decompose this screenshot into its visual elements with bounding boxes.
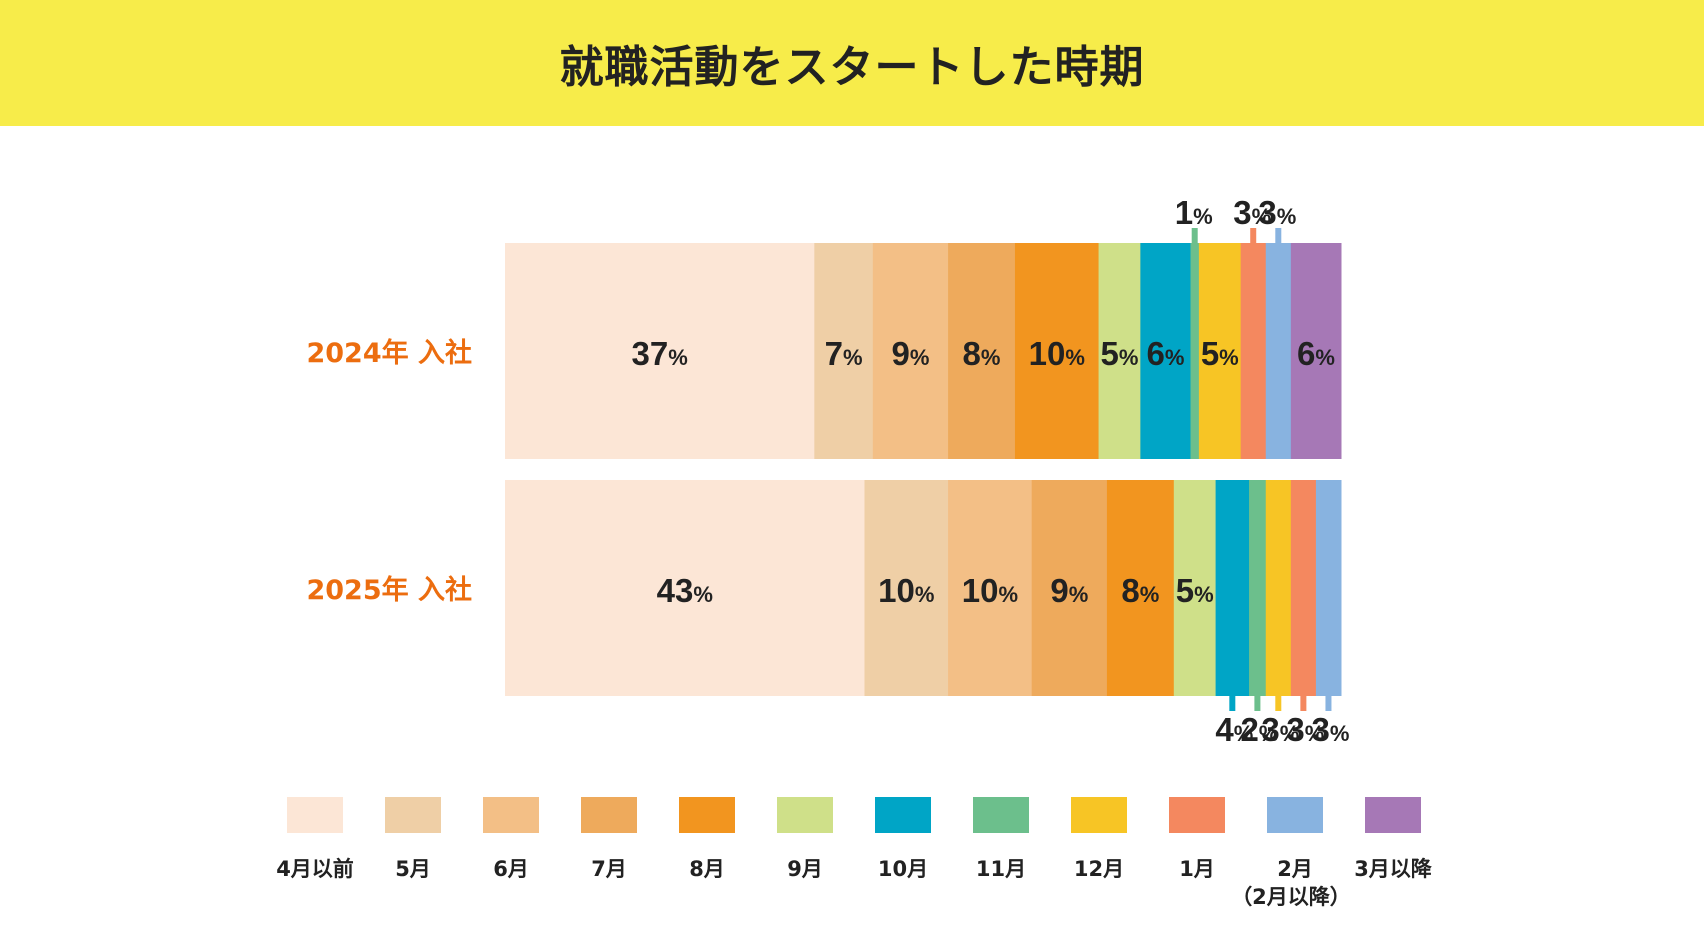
legend-swatch-9 xyxy=(1071,797,1127,833)
bar-segment-2-3 xyxy=(948,480,1033,696)
value-label-1-8: 1% xyxy=(1175,194,1213,231)
legend-label-12: 3月以降 xyxy=(1354,857,1433,881)
value-label-1-5: 10% xyxy=(1029,335,1085,372)
bar-label-2: 2025年 入社 xyxy=(306,574,472,606)
legend-swatch-1 xyxy=(287,797,343,833)
value-label-2-9: 3% xyxy=(1261,711,1299,748)
legend-label-9: 12月 xyxy=(1074,857,1124,881)
value-label-1-7: 6% xyxy=(1146,335,1184,372)
legend-label-1: 4月以前 xyxy=(276,857,354,881)
bar-segment-1-12 xyxy=(1290,243,1342,459)
bar-segment-2-4 xyxy=(1031,480,1108,696)
legend-label-3: 6月 xyxy=(493,857,529,881)
bar-segment-2-11 xyxy=(1315,480,1342,696)
value-label-2-2: 10% xyxy=(878,572,934,609)
leader-line-2-9 xyxy=(1275,695,1282,711)
bar-segment-2-1 xyxy=(505,480,865,696)
value-label-1-10: 3% xyxy=(1233,194,1271,231)
value-label-1-6: 5% xyxy=(1100,335,1138,372)
legend-label-2: 5月 xyxy=(395,857,431,881)
legend-swatch-6 xyxy=(777,797,833,833)
legend-swatch-7 xyxy=(875,797,931,833)
bar-label-1: 2024年 入社 xyxy=(306,337,472,369)
bar-segment-2-9 xyxy=(1265,480,1292,696)
value-label-1-4: 8% xyxy=(963,335,1001,372)
legend-swatch-5 xyxy=(679,797,735,833)
value-label-1-1: 37% xyxy=(632,335,688,372)
bar-segment-1-8 xyxy=(1190,243,1200,459)
bar-segment-1-3 xyxy=(872,243,949,459)
legend-swatch-12 xyxy=(1365,797,1421,833)
bar-segment-2-2 xyxy=(864,480,949,696)
leader-line-1-10 xyxy=(1250,228,1257,245)
bar-segment-1-11 xyxy=(1265,243,1292,459)
value-label-2-6: 5% xyxy=(1176,572,1214,609)
legend-label-8: 11月 xyxy=(976,857,1026,881)
value-label-2-5: 8% xyxy=(1121,572,1159,609)
legend-swatch-3 xyxy=(483,797,539,833)
title-banner: 就職活動をスタートした時期 xyxy=(0,0,1704,126)
legend-swatch-4 xyxy=(581,797,637,833)
bar-segment-2-10 xyxy=(1290,480,1317,696)
value-label-2-7: 4% xyxy=(1215,711,1253,748)
bar-segment-2-7 xyxy=(1215,480,1250,696)
bar-segment-1-4 xyxy=(948,243,1016,459)
legend-sublabel-11: （2月以降） xyxy=(1231,885,1351,909)
legend-swatch-2 xyxy=(385,797,441,833)
leader-line-1-11 xyxy=(1275,228,1282,245)
legend-swatch-11 xyxy=(1267,797,1323,833)
bar-segment-1-2 xyxy=(814,243,874,459)
chart-title: 就職活動をスタートした時期 xyxy=(559,42,1145,93)
leader-line-2-8 xyxy=(1254,695,1261,711)
value-label-1-2: 7% xyxy=(825,335,863,372)
legend-label-4: 7月 xyxy=(591,857,627,881)
leader-line-2-11 xyxy=(1325,695,1332,711)
value-label-2-8: 2% xyxy=(1240,711,1278,748)
value-label-2-1: 43% xyxy=(657,572,713,609)
value-label-1-9: 5% xyxy=(1201,335,1239,372)
legend-label-5: 8月 xyxy=(689,857,725,881)
bar-segment-1-10 xyxy=(1240,243,1267,459)
value-label-1-12: 6% xyxy=(1297,335,1335,372)
leader-line-2-10 xyxy=(1300,695,1307,711)
bar-segment-2-6 xyxy=(1173,480,1217,696)
bar-segment-1-7 xyxy=(1140,243,1192,459)
value-label-2-11: 3% xyxy=(1311,711,1349,748)
legend-label-10: 1月 xyxy=(1179,857,1215,881)
value-label-2-4: 9% xyxy=(1050,572,1088,609)
legend-swatch-10 xyxy=(1169,797,1225,833)
leader-line-1-8 xyxy=(1191,228,1198,245)
bar-segment-1-9 xyxy=(1198,243,1242,459)
bar-segment-2-5 xyxy=(1106,480,1175,696)
bar-segment-1-1 xyxy=(505,243,815,459)
value-label-1-11: 3% xyxy=(1258,194,1296,231)
bar-segment-1-5 xyxy=(1014,243,1100,459)
value-label-2-3: 10% xyxy=(962,572,1018,609)
value-label-2-10: 3% xyxy=(1286,711,1324,748)
legend-label-6: 9月 xyxy=(787,857,823,881)
legend-label-11: 2月 xyxy=(1277,857,1313,881)
bar-segment-1-6 xyxy=(1098,243,1141,459)
legend-swatch-8 xyxy=(973,797,1029,833)
bar-segment-2-8 xyxy=(1249,480,1267,696)
value-label-1-3: 9% xyxy=(891,335,929,372)
leader-line-2-7 xyxy=(1229,695,1236,711)
legend-label-7: 10月 xyxy=(878,857,928,881)
